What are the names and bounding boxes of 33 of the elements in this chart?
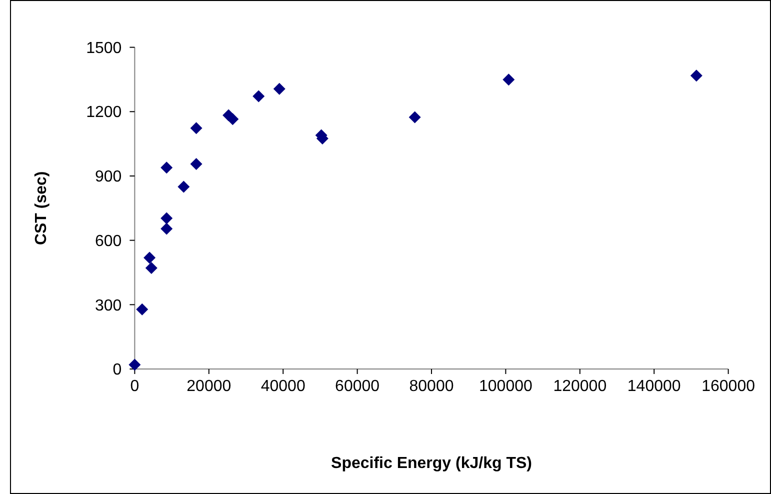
x-axis-title: Specific Energy (kJ/kg TS) (331, 455, 532, 472)
point (128, 358, 141, 371)
point (190, 122, 202, 134)
point (136, 303, 148, 316)
y-axis-title: CST (sec) (33, 171, 50, 246)
y-tick-label: 900 (94, 168, 122, 186)
x-tick-label: 120000 (553, 378, 607, 395)
x-tick-label: 0 (130, 378, 140, 395)
y-tick-label: 1200 (86, 104, 122, 122)
point (160, 162, 173, 174)
point (502, 74, 515, 86)
point (178, 180, 190, 193)
y-tick-label: 600 (94, 232, 122, 250)
x-tick-label: 40000 (260, 378, 306, 395)
point (160, 222, 173, 235)
x-tick-label: 20000 (186, 378, 232, 395)
y-tick-label: 1500 (86, 40, 122, 57)
point (273, 82, 286, 95)
point (252, 90, 265, 102)
point (145, 262, 158, 274)
point (160, 212, 173, 224)
point (690, 70, 702, 82)
y-tick-label: 0 (112, 362, 122, 379)
point (144, 252, 156, 264)
x-tick-label: 60000 (335, 378, 380, 395)
x-tick-label: 80000 (409, 378, 454, 395)
y-tick-label: 300 (94, 297, 122, 314)
point (408, 111, 421, 124)
point (226, 113, 239, 126)
point (190, 158, 202, 170)
x-tick-label: 160000 (702, 378, 756, 395)
x-tick-label: 100000 (479, 378, 532, 395)
x-tick-label: 140000 (627, 378, 681, 395)
